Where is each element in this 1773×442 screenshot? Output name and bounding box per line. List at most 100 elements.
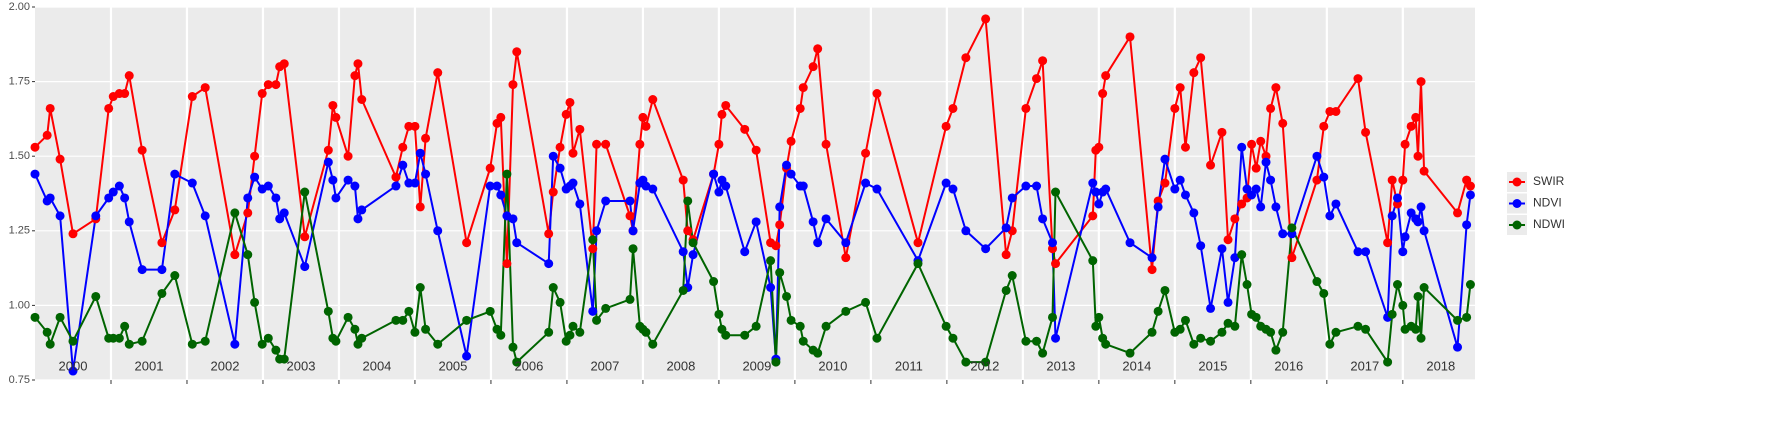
point — [813, 44, 823, 54]
point — [565, 330, 575, 340]
point — [1101, 71, 1111, 81]
point — [588, 244, 598, 254]
point — [415, 282, 425, 292]
point — [688, 238, 698, 248]
point — [625, 196, 635, 206]
point — [948, 103, 958, 113]
point — [1088, 178, 1098, 188]
point — [343, 151, 353, 161]
point — [170, 205, 180, 215]
point — [187, 92, 197, 102]
point — [1032, 336, 1042, 346]
point — [462, 351, 472, 361]
point — [415, 148, 425, 158]
point — [279, 59, 289, 69]
point — [1392, 193, 1402, 203]
point — [751, 145, 761, 155]
point — [170, 169, 180, 179]
point — [1331, 327, 1341, 337]
point — [1387, 309, 1397, 319]
point — [709, 277, 719, 287]
point — [157, 238, 167, 248]
point — [1160, 178, 1170, 188]
point — [1312, 151, 1322, 161]
point — [841, 306, 851, 316]
point — [1400, 139, 1410, 149]
point — [1051, 187, 1061, 197]
point — [1416, 333, 1426, 343]
point — [230, 339, 240, 349]
point — [496, 330, 506, 340]
point — [1383, 238, 1393, 248]
point — [1465, 181, 1475, 191]
x-tick-label: 2013 — [1046, 358, 1075, 373]
point — [1196, 53, 1206, 63]
point — [279, 208, 289, 218]
point — [108, 187, 118, 197]
point — [350, 181, 360, 191]
point — [350, 71, 360, 81]
point — [648, 95, 658, 105]
point — [561, 109, 571, 119]
point — [872, 333, 882, 343]
point — [1261, 157, 1271, 167]
x-tick-label: 2017 — [1350, 358, 1379, 373]
point — [635, 139, 645, 149]
point — [1098, 89, 1108, 99]
x-tick-label: 2002 — [211, 358, 240, 373]
point — [1411, 324, 1421, 334]
point — [1175, 175, 1185, 185]
point — [42, 327, 52, 337]
point — [391, 315, 401, 325]
point — [300, 262, 310, 272]
point — [485, 306, 495, 316]
point — [502, 259, 512, 269]
point — [1453, 342, 1463, 352]
point — [751, 217, 761, 227]
point — [1088, 211, 1098, 221]
point — [1353, 74, 1363, 84]
point — [575, 327, 585, 337]
point — [496, 112, 506, 122]
point — [1125, 348, 1135, 358]
point — [1170, 184, 1180, 194]
point — [1223, 235, 1233, 245]
point — [410, 178, 420, 188]
point — [941, 121, 951, 131]
point — [45, 193, 55, 203]
point — [683, 226, 693, 236]
point — [1237, 250, 1247, 260]
point — [1217, 127, 1227, 137]
x-tick-label: 2012 — [970, 358, 999, 373]
point — [1147, 265, 1157, 275]
point — [398, 142, 408, 152]
point — [1319, 172, 1329, 182]
point — [1038, 348, 1048, 358]
point — [821, 214, 831, 224]
point — [740, 124, 750, 134]
point — [512, 357, 522, 367]
point — [1223, 297, 1233, 307]
x-tick-label: 2008 — [666, 358, 695, 373]
point — [91, 211, 101, 221]
point — [1001, 250, 1011, 260]
point — [1101, 184, 1111, 194]
point — [786, 169, 796, 179]
point — [104, 103, 114, 113]
point — [841, 238, 851, 248]
point — [1266, 175, 1276, 185]
point — [1271, 83, 1281, 93]
point — [496, 190, 506, 200]
point — [1001, 285, 1011, 295]
point — [1400, 232, 1410, 242]
point — [1223, 318, 1233, 328]
point — [1230, 214, 1240, 224]
legend-point — [1512, 220, 1522, 230]
point — [544, 229, 554, 239]
point — [1251, 184, 1261, 194]
point — [250, 297, 260, 307]
point — [114, 181, 124, 191]
point — [961, 53, 971, 63]
point — [648, 339, 658, 349]
point — [323, 157, 333, 167]
